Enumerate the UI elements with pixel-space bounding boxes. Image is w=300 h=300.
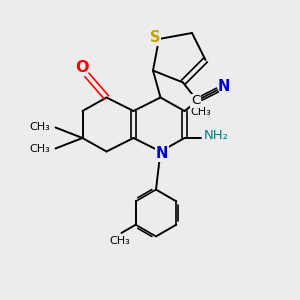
Text: CH₃: CH₃	[190, 107, 212, 117]
Text: O: O	[75, 60, 88, 75]
Text: CH₃: CH₃	[29, 144, 50, 154]
Text: S: S	[150, 30, 161, 45]
Text: NH₂: NH₂	[204, 129, 229, 142]
Text: C: C	[191, 94, 200, 107]
Text: CH₃: CH₃	[29, 122, 50, 132]
Text: N: N	[156, 146, 168, 160]
Text: CH₃: CH₃	[110, 236, 130, 246]
Text: N: N	[218, 79, 230, 94]
